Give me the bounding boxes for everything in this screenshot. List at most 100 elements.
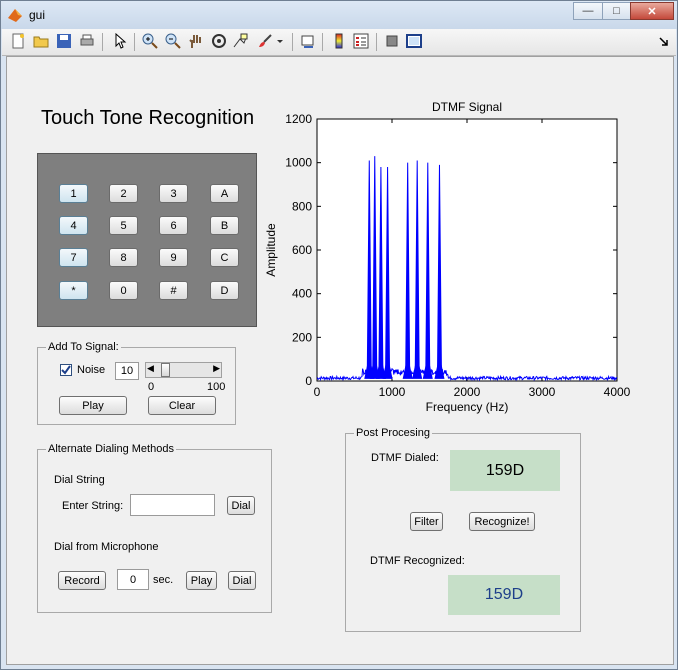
x-axis-label: Frequency (Hz) [426,400,509,414]
mic-dial-button[interactable]: Dial [228,571,256,590]
noise-value-field[interactable]: 10 [115,362,139,380]
enter-string-label: Enter String: [62,500,124,512]
dtmf-dialed-label: DTMF Dialed: [371,452,439,464]
alternate-dialing-title: Alternate Dialing Methods [46,443,176,455]
open-folder-icon[interactable] [33,33,49,49]
slider-max-label: 100 [207,381,226,393]
post-processing-group: Post Procesing DTMF Dialed: 159D Filter … [345,427,581,632]
rotate-3d-icon[interactable] [211,33,227,49]
noise-label: Noise [77,364,106,376]
x-tick-label: 4000 [604,385,631,399]
toolbar-separator [102,33,103,51]
y-tick-label: 1000 [285,156,312,170]
dtmf-signal-chart: DTMF Signal Frequency (Hz) Amplitude 0 1000 2… [264,100,631,414]
toolbar-separator [134,33,135,51]
x-tick-label: 1000 [379,385,406,399]
y-tick-label: 0 [305,374,312,388]
print-icon[interactable] [79,33,95,49]
minimize-icon: — [582,5,594,17]
maximize-button[interactable]: □ [602,2,631,20]
record-button[interactable]: Record [58,571,106,590]
spectrum-peak-base [375,354,386,379]
seconds-input[interactable]: 0 [117,569,149,590]
spectrum-peak-base [434,354,445,379]
y-tick-label: 200 [292,330,312,344]
keypad-key[interactable]: 1 [59,184,88,203]
keypad-key[interactable]: * [59,281,88,300]
chevron-down-icon[interactable] [275,33,285,49]
keypad-key[interactable]: 8 [109,248,138,267]
minimize-button[interactable]: — [573,2,603,20]
close-icon: ✕ [647,5,657,18]
brush-icon[interactable] [257,33,273,49]
slider-min-label: 0 [148,381,155,393]
keypad-key[interactable]: # [159,281,188,300]
add-signal-title: Add To Signal: [46,341,121,353]
spectrum-peak-base [402,354,413,379]
toolbar-separator [292,33,293,51]
colorbar-icon[interactable] [331,33,347,49]
post-processing-title: Post Procesing [354,427,432,439]
maximize-icon: □ [613,5,620,17]
recognize-button[interactable]: Recognize! [469,512,535,531]
keypad-key[interactable]: B [210,216,239,235]
seconds-label: sec. [153,574,174,586]
keypad-key[interactable]: 2 [109,184,138,203]
keypad-key[interactable]: 4 [59,216,88,235]
spectrum-peak-base [412,354,423,379]
spectrum-peak-base [422,354,433,379]
window-title: gui [29,8,46,22]
keypad-key[interactable]: 0 [109,281,138,300]
noise-checkbox[interactable] [60,364,72,376]
checkmark-icon [61,365,71,375]
noise-slider[interactable]: ◀ ▶ [145,362,222,378]
toolbar-separator [322,33,323,51]
enter-string-input[interactable] [130,494,215,516]
show-plot-tools-icon[interactable] [406,33,422,49]
hide-plot-tools-icon[interactable] [384,33,400,49]
plot-area [316,118,618,382]
chart-title: DTMF Signal [432,100,502,114]
link-plot-icon[interactable] [300,33,316,49]
slider-left-arrow-icon[interactable]: ◀ [147,363,154,373]
legend-icon[interactable] [353,33,369,49]
dtmf-recognized-label: DTMF Recognized: [370,555,465,567]
pan-hand-icon[interactable] [188,33,204,49]
keypad-key[interactable]: 7 [59,248,88,267]
keypad-key[interactable]: 5 [109,216,138,235]
keypad-key[interactable]: 9 [159,248,188,267]
page-title: Touch Tone Recognition [41,107,255,129]
y-tick-label: 600 [292,243,312,257]
keypad-key[interactable]: C [210,248,239,267]
zoom-in-icon[interactable] [142,33,158,49]
keypad-key[interactable]: 3 [159,184,188,203]
keypad-panel: 1 2 3 A 4 5 6 B 7 8 9 C * 0 # D [37,153,257,327]
dock-arrow-icon[interactable] [658,33,670,49]
dial-string-button[interactable]: Dial [227,496,255,515]
close-button[interactable]: ✕ [630,2,674,20]
y-tick-label: 1200 [285,112,312,126]
matlab-app-icon [8,9,22,22]
mic-play-button[interactable]: Play [186,571,217,590]
slider-right-arrow-icon[interactable]: ▶ [213,363,220,373]
toolbar-separator [376,33,377,51]
title-bar: gui — □ ✕ [1,1,677,29]
play-button[interactable]: Play [59,396,127,415]
clear-button[interactable]: Clear [148,396,216,415]
keypad-key[interactable]: D [210,281,239,300]
new-file-icon[interactable] [10,33,26,49]
x-tick-label: 2000 [454,385,481,399]
keypad-key[interactable]: 6 [159,216,188,235]
dial-microphone-label: Dial from Microphone [54,541,159,553]
pointer-icon[interactable] [112,33,128,49]
zoom-out-icon[interactable] [165,33,181,49]
figure-canvas: Touch Tone Recognition 1 2 3 A 4 5 6 B 7 8 9 C * 0 # D … [6,56,674,665]
save-icon[interactable] [56,33,72,49]
data-cursor-icon[interactable] [232,33,248,49]
keypad-key[interactable]: A [210,184,239,203]
x-tick-label: 0 [314,385,321,399]
slider-thumb[interactable] [161,363,171,377]
filter-button[interactable]: Filter [410,512,443,531]
dtmf-recognized-display: 159D [448,575,560,615]
